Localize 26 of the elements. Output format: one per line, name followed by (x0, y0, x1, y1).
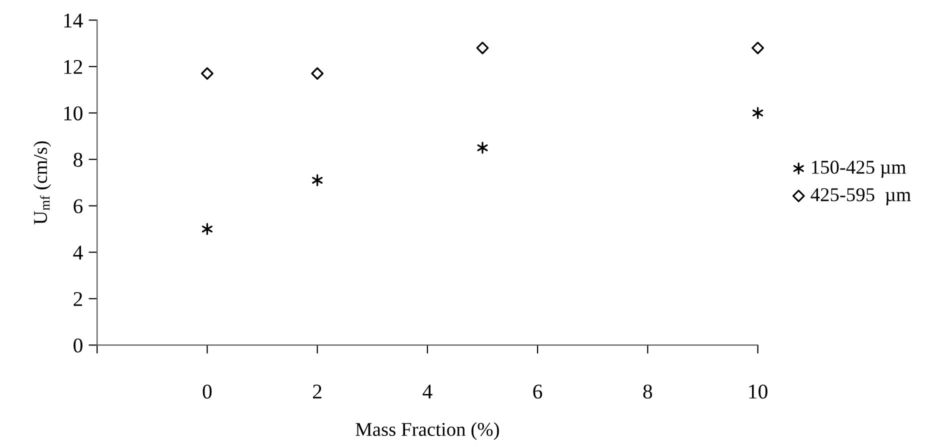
point (311, 67, 324, 80)
y-axis-title: U$_{mf}$ (cm/s) (33, 141, 52, 224)
y-tick-label: 4 (73, 246, 83, 260)
x-tick-label: 4 (422, 384, 432, 398)
point (752, 42, 764, 54)
point (752, 106, 764, 119)
y-tick-label: 8 (74, 152, 82, 167)
x-axis-title: Mass Fraction (%) (356, 422, 499, 440)
y-tick-label: 6 (74, 199, 83, 214)
point (312, 174, 323, 186)
y-tick-label: 10 (64, 106, 82, 120)
x-tick-label: 0 (202, 384, 212, 399)
x-tick-label: 2 (313, 384, 322, 398)
x-tick-label: 6 (533, 384, 542, 399)
x-tick-label: 10 (749, 384, 768, 399)
legend-label: 150-425 µm (812, 160, 906, 178)
y-tick-label: 12 (64, 60, 82, 74)
y-tick-label: 0 (74, 338, 82, 353)
legend-label: 425-595 µm (810, 188, 911, 206)
y-tick-label: 2 (74, 292, 82, 306)
point (476, 42, 489, 54)
point (477, 142, 488, 154)
point (202, 223, 213, 236)
y-tick-label: 14 (64, 14, 83, 28)
x-tick-label: 8 (643, 384, 652, 399)
point (201, 67, 214, 80)
